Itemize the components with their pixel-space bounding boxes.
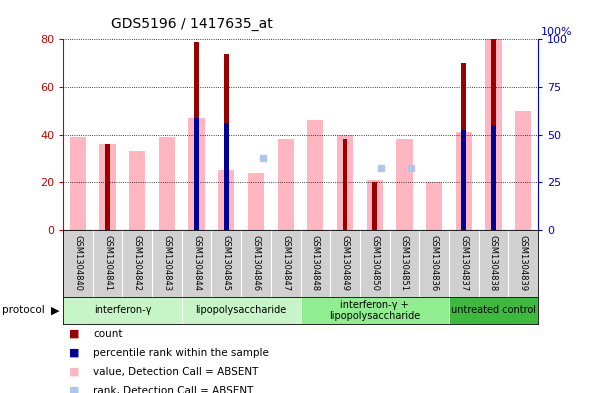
Text: GSM1304847: GSM1304847 xyxy=(281,235,290,291)
Bar xyxy=(182,297,300,324)
Bar xyxy=(396,140,412,230)
Text: GSM1304851: GSM1304851 xyxy=(400,235,409,291)
Text: value, Detection Call = ABSENT: value, Detection Call = ABSENT xyxy=(93,367,258,377)
Bar xyxy=(159,137,175,230)
Bar xyxy=(373,182,377,230)
Bar xyxy=(491,39,496,230)
Text: ■: ■ xyxy=(69,348,79,358)
Text: GSM1304839: GSM1304839 xyxy=(519,235,528,291)
Bar xyxy=(343,140,347,230)
Text: GSM1304845: GSM1304845 xyxy=(222,235,231,291)
Bar xyxy=(278,140,294,230)
Text: lipopolysaccharide: lipopolysaccharide xyxy=(195,305,287,316)
Bar xyxy=(456,132,472,230)
Bar xyxy=(218,170,234,230)
Bar xyxy=(491,125,496,230)
Bar xyxy=(224,123,228,230)
Bar xyxy=(367,180,383,230)
Bar xyxy=(224,53,228,230)
Bar xyxy=(99,144,116,230)
Text: GSM1304844: GSM1304844 xyxy=(192,235,201,291)
Text: GSM1304842: GSM1304842 xyxy=(133,235,142,291)
Bar xyxy=(70,137,86,230)
Bar xyxy=(426,182,442,230)
Bar xyxy=(63,297,182,324)
Text: GSM1304836: GSM1304836 xyxy=(430,235,439,292)
Text: count: count xyxy=(93,329,123,339)
Text: ▶: ▶ xyxy=(51,305,59,316)
Text: ■: ■ xyxy=(69,386,79,393)
Text: untreated control: untreated control xyxy=(451,305,536,316)
Bar xyxy=(307,120,323,230)
Text: GSM1304840: GSM1304840 xyxy=(73,235,82,291)
Text: GSM1304841: GSM1304841 xyxy=(103,235,112,291)
Text: interferon-γ: interferon-γ xyxy=(94,305,151,316)
Text: ■: ■ xyxy=(69,367,79,377)
Text: GSM1304850: GSM1304850 xyxy=(370,235,379,291)
Bar xyxy=(485,39,502,230)
Bar xyxy=(129,151,145,230)
Text: GSM1304838: GSM1304838 xyxy=(489,235,498,292)
Bar xyxy=(462,63,466,230)
Text: 100%: 100% xyxy=(541,28,573,37)
Text: GSM1304843: GSM1304843 xyxy=(162,235,171,291)
Text: ■: ■ xyxy=(69,329,79,339)
Bar xyxy=(194,42,199,230)
Text: GSM1304849: GSM1304849 xyxy=(341,235,350,291)
Text: GDS5196 / 1417635_at: GDS5196 / 1417635_at xyxy=(111,17,273,31)
Text: GSM1304837: GSM1304837 xyxy=(459,235,468,292)
Bar xyxy=(300,297,449,324)
Text: GSM1304848: GSM1304848 xyxy=(311,235,320,291)
Bar xyxy=(194,118,199,230)
Bar xyxy=(189,118,205,230)
Text: rank, Detection Call = ABSENT: rank, Detection Call = ABSENT xyxy=(93,386,254,393)
Text: interferon-γ +
lipopolysaccharide: interferon-γ + lipopolysaccharide xyxy=(329,300,420,321)
Bar xyxy=(449,297,538,324)
Text: percentile rank within the sample: percentile rank within the sample xyxy=(93,348,269,358)
Bar xyxy=(248,173,264,230)
Bar xyxy=(462,130,466,230)
Text: protocol: protocol xyxy=(2,305,44,316)
Bar xyxy=(105,144,110,230)
Text: GSM1304846: GSM1304846 xyxy=(251,235,260,291)
Bar xyxy=(515,111,531,230)
Bar xyxy=(337,134,353,230)
